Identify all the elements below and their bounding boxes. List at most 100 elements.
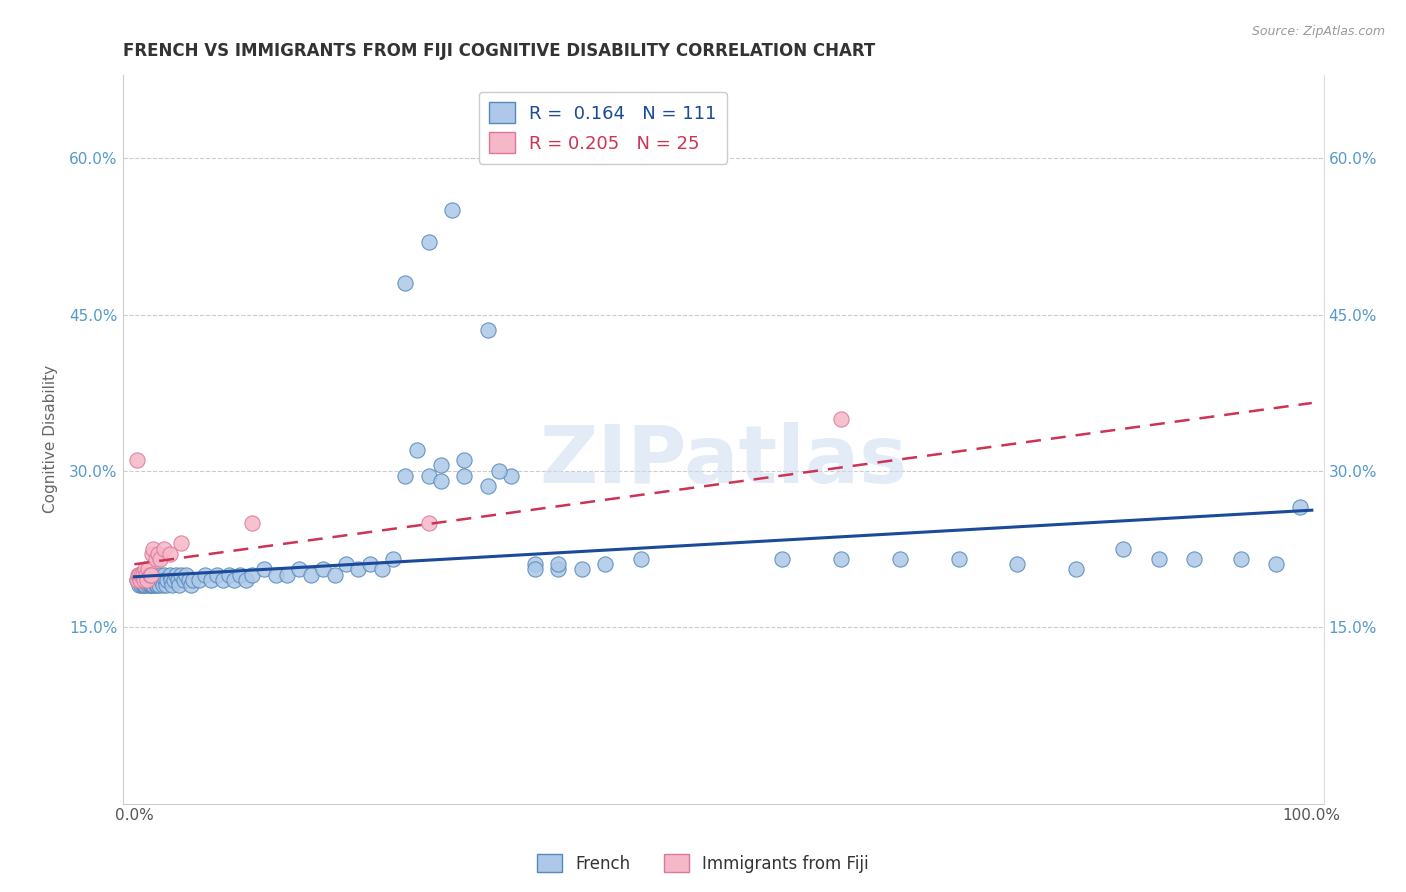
Point: [477, 323, 499, 337]
Point: [394, 277, 416, 291]
Point: [1230, 552, 1253, 566]
Legend: R =  0.164   N = 111, R = 0.205   N = 25: R = 0.164 N = 111, R = 0.205 N = 25: [478, 92, 727, 164]
Point: [128, 567, 150, 582]
Point: [240, 567, 263, 582]
Point: [159, 567, 181, 582]
Point: [211, 573, 233, 587]
Point: [1007, 558, 1029, 572]
Point: [149, 567, 172, 582]
Point: [132, 578, 155, 592]
Point: [299, 567, 322, 582]
Point: [142, 541, 165, 556]
Point: [630, 552, 652, 566]
Point: [188, 573, 211, 587]
Point: [131, 573, 153, 587]
Point: [523, 558, 546, 572]
Point: [136, 573, 159, 587]
Point: [127, 567, 149, 582]
Point: [152, 578, 174, 592]
Point: [160, 573, 183, 587]
Point: [948, 552, 970, 566]
Point: [205, 567, 228, 582]
Point: [240, 516, 263, 530]
Point: [335, 558, 357, 572]
Point: [830, 552, 852, 566]
Point: [770, 552, 793, 566]
Point: [131, 578, 153, 592]
Point: [830, 411, 852, 425]
Point: [150, 573, 173, 587]
Point: [139, 578, 162, 592]
Point: [323, 567, 346, 582]
Point: [138, 578, 160, 592]
Point: [159, 547, 181, 561]
Point: [131, 567, 153, 582]
Point: [139, 567, 162, 582]
Point: [174, 567, 197, 582]
Point: [181, 573, 204, 587]
Point: [488, 464, 510, 478]
Point: [165, 567, 187, 582]
Point: [359, 558, 381, 572]
Point: [139, 573, 162, 587]
Point: [132, 573, 155, 587]
Point: [264, 567, 287, 582]
Point: [571, 562, 593, 576]
Point: [163, 573, 186, 587]
Point: [131, 567, 153, 582]
Point: [180, 578, 202, 592]
Point: [138, 578, 160, 592]
Point: [1289, 500, 1312, 514]
Point: [1182, 552, 1205, 566]
Point: [418, 468, 440, 483]
Point: [145, 578, 167, 592]
Point: [149, 552, 172, 566]
Point: [125, 573, 148, 587]
Point: [134, 573, 156, 587]
Text: FRENCH VS IMMIGRANTS FROM FIJI COGNITIVE DISABILITY CORRELATION CHART: FRENCH VS IMMIGRANTS FROM FIJI COGNITIVE…: [122, 42, 875, 60]
Point: [128, 578, 150, 592]
Point: [127, 573, 149, 587]
Point: [889, 552, 911, 566]
Point: [200, 573, 222, 587]
Point: [218, 567, 240, 582]
Point: [134, 578, 156, 592]
Point: [229, 567, 252, 582]
Text: Source: ZipAtlas.com: Source: ZipAtlas.com: [1251, 25, 1385, 38]
Point: [155, 578, 177, 592]
Point: [142, 578, 165, 592]
Point: [135, 567, 157, 582]
Point: [138, 573, 160, 587]
Point: [125, 453, 148, 467]
Point: [129, 573, 152, 587]
Point: [146, 573, 169, 587]
Point: [173, 573, 195, 587]
Point: [134, 562, 156, 576]
Point: [167, 578, 190, 592]
Point: [312, 562, 335, 576]
Point: [135, 567, 157, 582]
Point: [501, 468, 523, 483]
Point: [132, 567, 155, 582]
Point: [135, 573, 157, 587]
Point: [125, 573, 148, 587]
Point: [143, 573, 166, 587]
Point: [429, 458, 451, 473]
Point: [132, 573, 155, 587]
Point: [153, 567, 176, 582]
Point: [429, 474, 451, 488]
Point: [453, 453, 475, 467]
Point: [523, 562, 546, 576]
Y-axis label: Cognitive Disability: Cognitive Disability: [44, 366, 58, 514]
Point: [129, 567, 152, 582]
Point: [136, 573, 159, 587]
Point: [170, 567, 193, 582]
Point: [370, 562, 392, 576]
Point: [253, 562, 276, 576]
Point: [136, 567, 159, 582]
Point: [156, 573, 179, 587]
Point: [153, 573, 176, 587]
Point: [177, 573, 200, 587]
Point: [141, 578, 163, 592]
Point: [595, 558, 617, 572]
